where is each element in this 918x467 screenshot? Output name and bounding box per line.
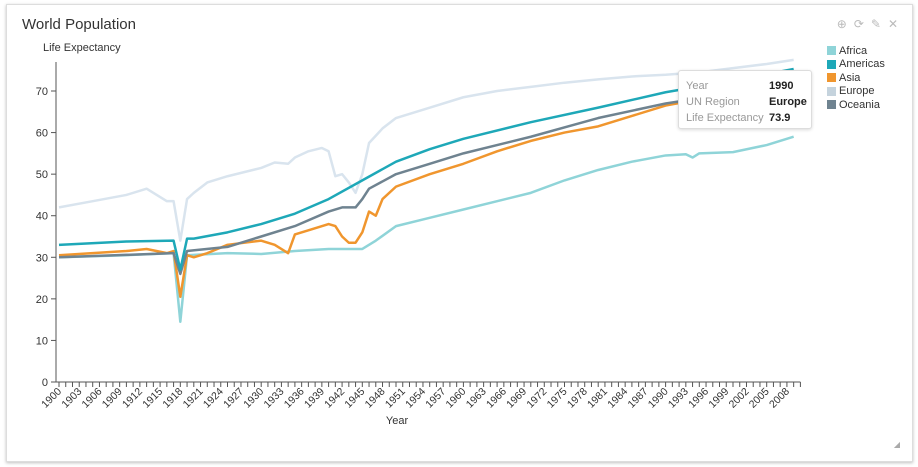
- x-tick-label: 2008: [767, 386, 792, 411]
- tooltip-value: Europe: [769, 96, 807, 108]
- x-tick-label: 1990: [646, 386, 671, 411]
- legend: Africa Americas Asia Europe Oceania: [827, 44, 885, 112]
- x-tick-label: 1939: [302, 386, 327, 411]
- x-tick-label: 1906: [80, 386, 105, 411]
- x-tick-label: 1954: [403, 386, 428, 411]
- y-tick-label: 40: [36, 211, 48, 223]
- x-tick-label: 1900: [39, 386, 64, 411]
- tooltip-value: 73.9: [769, 112, 791, 124]
- legend-swatch: [827, 86, 836, 96]
- legend-label: Americas: [839, 58, 885, 71]
- x-tick-label: 1903: [59, 386, 84, 411]
- tooltip-value: 1990: [769, 80, 794, 92]
- legend-swatch: [827, 46, 836, 56]
- x-tick-label: 1966: [484, 386, 509, 411]
- x-tick-label: 1936: [282, 386, 307, 411]
- x-tick-label: 1993: [666, 386, 691, 411]
- legend-label: Europe: [839, 85, 875, 98]
- y-tick-label: 30: [36, 252, 48, 264]
- tooltip-label: UN Region: [686, 96, 740, 108]
- x-tick-label: 1957: [423, 386, 448, 411]
- download-icon[interactable]: ⊕: [836, 17, 847, 31]
- x-tick-label: 1912: [120, 386, 145, 411]
- y-tick-label: 50: [36, 169, 48, 181]
- x-tick-label: 1948: [363, 386, 388, 411]
- x-tick-label: 1984: [605, 386, 630, 411]
- x-tick-label: 1951: [383, 386, 408, 411]
- legend-item-oceania[interactable]: Oceania: [827, 98, 885, 112]
- x-tick-label: 1921: [181, 386, 206, 411]
- tooltip-label: Year: [686, 80, 709, 92]
- edit-icon[interactable]: ✎: [870, 17, 881, 31]
- x-tick-label: 1933: [262, 386, 287, 411]
- x-tick-label: 1978: [565, 386, 590, 411]
- y-tick-label: 60: [36, 128, 48, 140]
- resize-handle-icon[interactable]: ◢: [893, 440, 900, 449]
- series-line-oceania: [58, 77, 794, 276]
- y-tick-label: 0: [42, 377, 48, 389]
- x-tick-label: 2002: [727, 386, 752, 411]
- y-tick-label: 70: [36, 86, 48, 98]
- x-tick-label: 2005: [747, 386, 772, 411]
- legend-item-asia[interactable]: Asia: [827, 71, 885, 85]
- series-line-europe: [58, 58, 794, 242]
- x-tick-label: 1927: [221, 386, 246, 411]
- x-tick-label: 1909: [100, 386, 125, 411]
- refresh-icon[interactable]: ⟳: [853, 17, 864, 31]
- panel-title: World Population: [22, 16, 136, 33]
- x-tick-label: 1924: [201, 386, 226, 411]
- legend-swatch: [827, 100, 836, 110]
- x-tick-label: 1942: [322, 386, 347, 411]
- x-tick-label: 1945: [342, 386, 367, 411]
- x-tick-label: 1960: [444, 386, 469, 411]
- x-tick-label: 1981: [585, 386, 610, 411]
- y-tick-label: 20: [36, 294, 48, 306]
- x-tick-label: 1996: [686, 386, 711, 411]
- legend-item-europe[interactable]: Europe: [827, 85, 885, 99]
- tooltip-label: Life Expectancy: [686, 112, 764, 124]
- x-tick-label: 1963: [464, 386, 489, 411]
- x-tick-label: 1918: [160, 386, 185, 411]
- x-tick-label: 1930: [241, 386, 266, 411]
- legend-label: Oceania: [839, 98, 880, 111]
- series-line-americas: [58, 67, 794, 272]
- y-tick-label: 10: [36, 335, 48, 347]
- x-tick-label: 1987: [625, 386, 650, 411]
- series-line-asia: [58, 81, 794, 299]
- x-tick-label: 1969: [504, 386, 529, 411]
- x-tick-label: 1999: [706, 386, 731, 411]
- x-tick-label: 1972: [524, 386, 549, 411]
- legend-item-africa[interactable]: Africa: [827, 44, 885, 58]
- y-axis-label: Life Expectancy: [43, 42, 121, 54]
- legend-swatch: [827, 59, 836, 69]
- x-axis-label: Year: [386, 415, 409, 427]
- tooltip: Year 1990 UN Region Europe Life Expectancy…: [678, 70, 812, 129]
- legend-item-americas[interactable]: Americas: [827, 58, 885, 72]
- legend-label: Africa: [839, 44, 868, 57]
- x-tick-label: 1915: [140, 386, 165, 411]
- legend-label: Asia: [839, 71, 861, 84]
- x-tick-label: 1975: [545, 386, 570, 411]
- legend-swatch: [827, 73, 836, 83]
- series-line-africa: [58, 135, 795, 323]
- close-icon[interactable]: ✕: [887, 17, 898, 31]
